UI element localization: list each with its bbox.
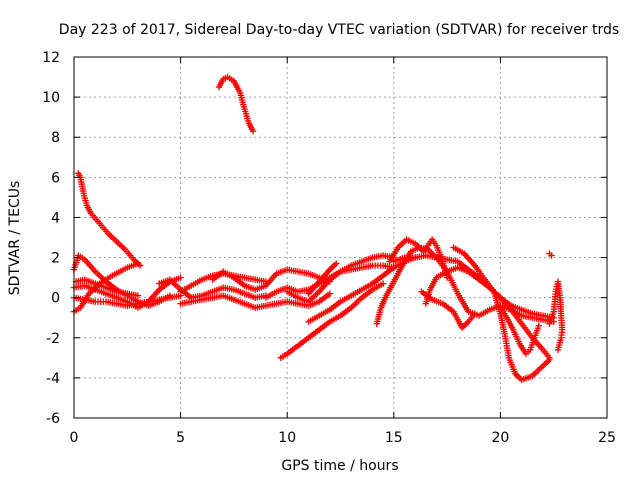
data-point: [134, 292, 142, 299]
data-point: [326, 290, 334, 297]
y-tick-label: 6: [51, 170, 60, 186]
series-arc-r: [422, 264, 553, 362]
y-tick-label: -6: [46, 411, 60, 427]
x-tick-label: 0: [70, 430, 79, 446]
series-arc-u: [497, 304, 542, 358]
x-tick-label: 5: [176, 430, 185, 446]
series-arc-l: [305, 260, 340, 297]
chart-title: Day 223 of 2017, Sidereal Day-to-day VTE…: [59, 22, 619, 38]
data-points: [70, 73, 566, 384]
series-arc-q: [390, 252, 557, 321]
y-tick-label: -4: [46, 371, 60, 387]
series-arc-s: [418, 288, 479, 331]
data-point: [548, 252, 555, 259]
data-point: [134, 260, 142, 267]
series-arc-descending: [75, 170, 144, 269]
y-tick-label: -2: [46, 331, 60, 347]
series-arc-o: [373, 244, 557, 327]
gridlines: [74, 57, 607, 418]
y-tick-label: 12: [42, 50, 60, 66]
series-arc-t: [450, 244, 553, 384]
data-point: [333, 260, 340, 267]
series-arc-m: [277, 280, 387, 362]
data-point: [177, 274, 184, 281]
series-arc-g: [177, 290, 334, 311]
axis-ticks: 0 5 10 15 20 25 -6 -4 -2 0 2 4 6 8 10 12: [42, 50, 616, 446]
y-tick-label: 10: [42, 90, 60, 106]
series-arc-e: [72, 276, 142, 299]
data-point: [535, 322, 542, 329]
data-point: [379, 280, 387, 287]
x-tick-label: 10: [278, 430, 296, 446]
y-axis-label: SDTVAR / TECUs: [7, 181, 23, 296]
data-point: [546, 356, 553, 364]
plot-frame: [73, 56, 608, 419]
x-tick-label: 20: [491, 430, 509, 446]
data-point: [249, 128, 257, 135]
series-arc-d: [70, 292, 184, 309]
data-point: [443, 274, 451, 281]
y-tick-label: 8: [51, 130, 60, 146]
data-point: [554, 346, 562, 354]
series-arc-high: [215, 73, 257, 135]
y-tick-label: 4: [51, 210, 60, 226]
series-arc-w: [546, 278, 566, 354]
x-tick-label: 25: [598, 430, 616, 446]
x-axis-label: GPS time / hours: [281, 458, 398, 474]
data-point: [471, 310, 479, 317]
y-tick-label: 2: [51, 251, 60, 267]
series-arc-i: [209, 266, 334, 293]
x-tick-label: 15: [385, 430, 403, 446]
series-arc-v: [546, 250, 555, 259]
y-tick-label: 0: [51, 291, 60, 307]
